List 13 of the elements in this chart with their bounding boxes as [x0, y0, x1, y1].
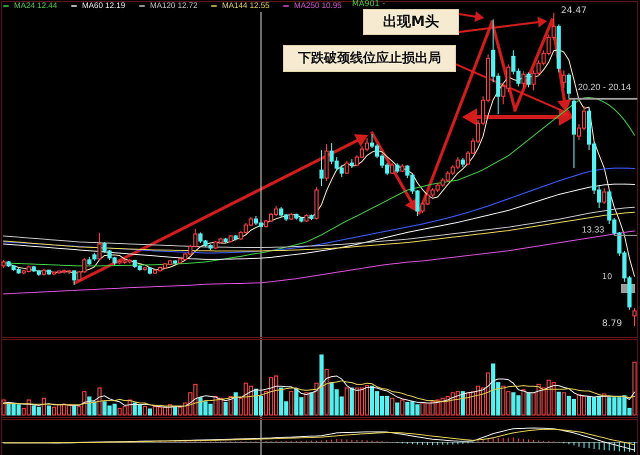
- ref-line-label: 13.33: [582, 224, 604, 234]
- annotation: 8.79: [602, 319, 622, 329]
- legend-label: MA250 10.95: [294, 1, 342, 10]
- legend-label: MA60 12.19: [82, 1, 126, 10]
- legend-label: MA120 12.72: [150, 1, 198, 10]
- text: MA901 -: [352, 0, 386, 8]
- legend-label: MA144 12.55: [222, 1, 270, 10]
- annotation: 10: [602, 272, 612, 281]
- annotation: 下跌破颈线位应止损出局: [283, 45, 456, 72]
- legend-label: MA24 12.44: [14, 1, 58, 10]
- annotation: 出现M头: [363, 9, 459, 35]
- band-label: 20.20 - 20.14: [578, 82, 631, 92]
- annotation: 24.47: [561, 6, 587, 16]
